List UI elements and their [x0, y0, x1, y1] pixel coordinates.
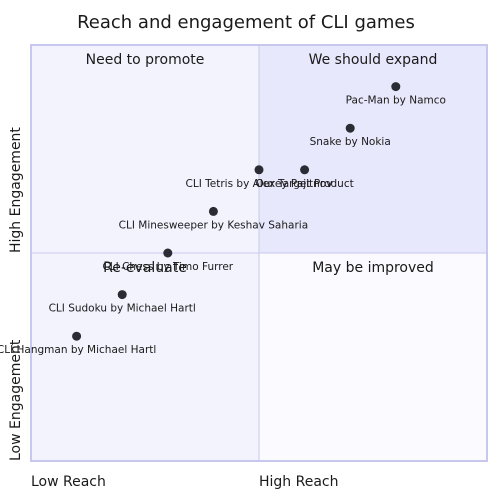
y-axis-high-label: High Engagement — [8, 127, 24, 253]
data-point — [163, 248, 173, 258]
plot-border — [30, 44, 488, 462]
quadrant-top-right-bg — [259, 45, 487, 253]
data-point — [300, 165, 310, 175]
quadrant-label-bottom-right: May be improved — [312, 260, 434, 276]
data-point — [117, 290, 127, 300]
data-point-label: Snake by Nokia — [310, 136, 391, 148]
data-point-label: Pac-Man by Namco — [346, 95, 446, 107]
quadrant-bottom-right-bg — [259, 253, 487, 461]
quadrant-bottom-left-bg — [31, 253, 259, 461]
data-point-label: CLI Chess by Timo Furrer — [102, 261, 233, 273]
quadrant-label-bottom-left: Re-evaluate — [103, 260, 187, 276]
quadrant-label-top-right: We should expand — [309, 52, 438, 68]
x-axis-low-label: Low Reach — [31, 474, 106, 490]
data-point — [208, 206, 218, 216]
x-axis-high-label: High Reach — [259, 474, 339, 490]
data-point — [345, 123, 355, 133]
data-point-label: CLI Minesweeper by Keshav Saharia — [119, 219, 308, 231]
data-point-label: CLI Hangman by Michael Hartl — [0, 344, 156, 356]
quadrant-label-top-left: Need to promote — [86, 52, 205, 68]
data-point — [72, 331, 82, 341]
chart-title: Reach and engagement of CLI games — [77, 12, 415, 33]
data-point-label: CLI Sudoku by Michael Hartl — [49, 303, 196, 315]
y-axis-low-label: Low Engagement — [8, 339, 24, 461]
data-point-label: Our Target Product — [255, 178, 353, 190]
data-points: Pac-Man by Namco Snake by Nokia CLI Tetris… — [0, 82, 446, 356]
data-point-label: CLI Tetris by Alexey Pajitnov — [186, 178, 333, 190]
quadrant-top-left-bg — [31, 45, 259, 253]
data-point — [254, 165, 264, 175]
data-point — [391, 82, 401, 92]
